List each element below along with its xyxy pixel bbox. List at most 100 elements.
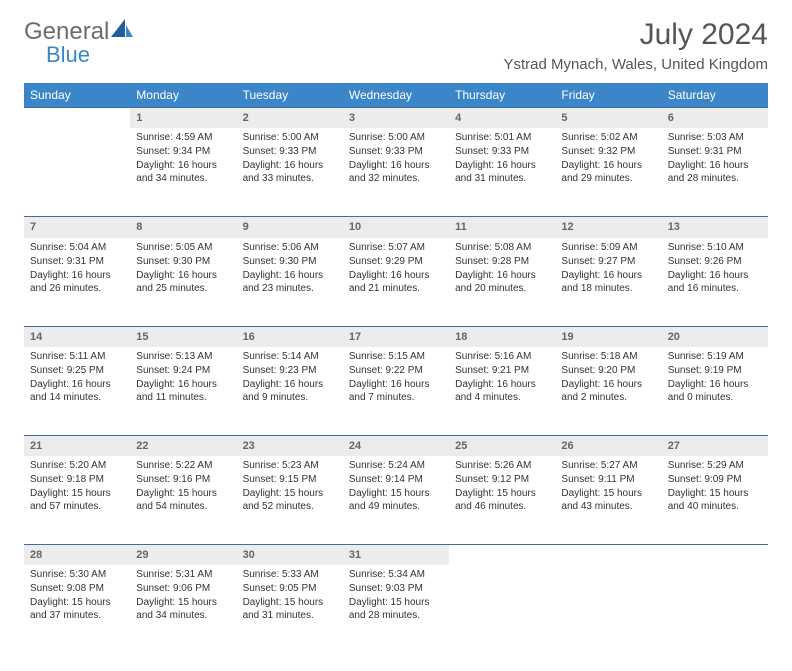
daynum-cell: 21 (24, 435, 130, 456)
sunset-text: Sunset: 9:33 PM (349, 145, 443, 158)
sunrise-text: Sunrise: 5:04 AM (30, 241, 124, 254)
day-number: 24 (343, 435, 449, 456)
title-block: July 2024 Ystrad Mynach, Wales, United K… (503, 18, 768, 73)
day-number: 15 (130, 326, 236, 347)
sunset-text: Sunset: 9:33 PM (455, 145, 549, 158)
sunset-text: Sunset: 9:20 PM (561, 364, 655, 377)
day-number: 23 (237, 435, 343, 456)
day-content: Sunrise: 5:03 AMSunset: 9:31 PMDaylight:… (662, 128, 768, 192)
daynum-cell: 29 (130, 544, 236, 565)
sunrise-text: Sunrise: 5:02 AM (561, 131, 655, 144)
sunrise-text: Sunrise: 5:09 AM (561, 241, 655, 254)
day-cell: Sunrise: 5:10 AMSunset: 9:26 PMDaylight:… (662, 238, 768, 326)
daylight-text: Daylight: 16 hours and 0 minutes. (668, 378, 762, 404)
day-cell: Sunrise: 5:26 AMSunset: 9:12 PMDaylight:… (449, 456, 555, 544)
day-number (24, 107, 130, 114)
sunrise-text: Sunrise: 5:01 AM (455, 131, 549, 144)
sunset-text: Sunset: 9:23 PM (243, 364, 337, 377)
day-cell: Sunrise: 5:05 AMSunset: 9:30 PMDaylight:… (130, 238, 236, 326)
daylight-text: Daylight: 15 hours and 46 minutes. (455, 487, 549, 513)
content-row: Sunrise: 5:04 AMSunset: 9:31 PM Daylight:… (24, 238, 768, 326)
daylight-text: Daylight: 16 hours and 14 minutes. (30, 378, 124, 404)
day-cell: Sunrise: 5:13 AMSunset: 9:24 PMDaylight:… (130, 347, 236, 435)
daylight-text: Daylight: 16 hours and 7 minutes. (349, 378, 443, 404)
daylight-text: Daylight: 16 hours and 20 minutes. (455, 269, 549, 295)
day-cell (662, 565, 768, 653)
day-content: Sunrise: 5:11 AMSunset: 9:25 PMDaylight:… (24, 347, 130, 411)
sunrise-text: Sunrise: 5:29 AM (668, 459, 762, 472)
daylight-text: Daylight: 15 hours and 34 minutes. (136, 596, 230, 622)
sunrise-text: Sunrise: 5:08 AM (455, 241, 549, 254)
daylight-text: Daylight: 16 hours and 16 minutes. (668, 269, 762, 295)
daylight-text: Daylight: 15 hours and 49 minutes. (349, 487, 443, 513)
col-wednesday: Wednesday (343, 83, 449, 107)
day-cell: Sunrise: 5:01 AMSunset: 9:33 PMDaylight:… (449, 128, 555, 216)
sunset-text: Sunset: 9:32 PM (561, 145, 655, 158)
sunrise-text: Sunrise: 5:27 AM (561, 459, 655, 472)
daynum-cell: 6 (662, 107, 768, 128)
daylight-text: Daylight: 16 hours and 11 minutes. (136, 378, 230, 404)
daynum-cell: 25 (449, 435, 555, 456)
day-content: Sunrise: 5:04 AMSunset: 9:31 PMDaylight:… (24, 238, 130, 302)
day-content: Sunrise: 5:26 AMSunset: 9:12 PMDaylight:… (449, 456, 555, 520)
header-row: Sunday Monday Tuesday Wednesday Thursday… (24, 83, 768, 107)
day-number: 11 (449, 216, 555, 237)
day-number: 30 (237, 544, 343, 565)
day-cell (24, 128, 130, 216)
daynum-cell: 14 (24, 326, 130, 347)
day-content: Sunrise: 5:19 AMSunset: 9:19 PMDaylight:… (662, 347, 768, 411)
sunrise-text: Sunrise: 4:59 AM (136, 131, 230, 144)
daylight-text: Daylight: 16 hours and 23 minutes. (243, 269, 337, 295)
day-content: Sunrise: 5:10 AMSunset: 9:26 PMDaylight:… (662, 238, 768, 302)
sunset-text: Sunset: 9:18 PM (30, 473, 124, 486)
daynum-cell: 5 (555, 107, 661, 128)
daynum-cell: 30 (237, 544, 343, 565)
daylight-text: Daylight: 16 hours and 28 minutes. (668, 159, 762, 185)
sunset-text: Sunset: 9:24 PM (136, 364, 230, 377)
sunrise-text: Sunrise: 5:30 AM (30, 568, 124, 581)
day-number: 28 (24, 544, 130, 565)
daylight-text: Daylight: 16 hours and 9 minutes. (243, 378, 337, 404)
day-content: Sunrise: 5:09 AMSunset: 9:27 PMDaylight:… (555, 238, 661, 302)
day-number: 14 (24, 326, 130, 347)
sunset-text: Sunset: 9:19 PM (668, 364, 762, 377)
day-cell: Sunrise: 5:23 AMSunset: 9:15 PMDaylight:… (237, 456, 343, 544)
day-content: Sunrise: 5:07 AMSunset: 9:29 PMDaylight:… (343, 238, 449, 302)
daynum-cell (662, 544, 768, 565)
day-number: 21 (24, 435, 130, 456)
day-cell: Sunrise: 5:22 AMSunset: 9:16 PMDaylight:… (130, 456, 236, 544)
sunrise-text: Sunrise: 5:31 AM (136, 568, 230, 581)
sunset-text: Sunset: 9:06 PM (136, 582, 230, 595)
sunrise-text: Sunrise: 5:16 AM (455, 350, 549, 363)
calendar-page: General Blue July 2024 Ystrad Mynach, Wa… (0, 0, 792, 671)
daylight-text: Daylight: 15 hours and 37 minutes. (30, 596, 124, 622)
sunrise-text: Sunrise: 5:10 AM (668, 241, 762, 254)
sunset-text: Sunset: 9:31 PM (30, 255, 124, 268)
sunset-text: Sunset: 9:09 PM (668, 473, 762, 486)
location-text: Ystrad Mynach, Wales, United Kingdom (503, 56, 768, 73)
content-row: Sunrise: 5:30 AMSunset: 9:08 PMDaylight:… (24, 565, 768, 653)
sunset-text: Sunset: 9:33 PM (243, 145, 337, 158)
day-content: Sunrise: 5:00 AMSunset: 9:33 PMDaylight:… (237, 128, 343, 192)
day-content: Sunrise: 5:29 AMSunset: 9:09 PMDaylight:… (662, 456, 768, 520)
day-content: Sunrise: 5:27 AMSunset: 9:11 PMDaylight:… (555, 456, 661, 520)
sunrise-text: Sunrise: 5:00 AM (243, 131, 337, 144)
day-number: 8 (130, 216, 236, 237)
sunrise-text: Sunrise: 5:34 AM (349, 568, 443, 581)
day-cell: Sunrise: 5:30 AMSunset: 9:08 PMDaylight:… (24, 565, 130, 653)
day-number (555, 544, 661, 551)
daynum-row: 123456 (24, 107, 768, 128)
daylight-text: Daylight: 15 hours and 57 minutes. (30, 487, 124, 513)
calendar-table: Sunday Monday Tuesday Wednesday Thursday… (24, 83, 768, 653)
sunset-text: Sunset: 9:26 PM (668, 255, 762, 268)
day-content: Sunrise: 5:33 AMSunset: 9:05 PMDaylight:… (237, 565, 343, 629)
day-content: Sunrise: 5:05 AMSunset: 9:30 PMDaylight:… (130, 238, 236, 302)
day-number: 16 (237, 326, 343, 347)
daylight-text: Daylight: 15 hours and 54 minutes. (136, 487, 230, 513)
day-cell: Sunrise: 5:34 AMSunset: 9:03 PMDaylight:… (343, 565, 449, 653)
daynum-cell (449, 544, 555, 565)
daynum-cell: 24 (343, 435, 449, 456)
day-number: 1 (130, 107, 236, 128)
daynum-cell: 7 (24, 216, 130, 237)
day-content: Sunrise: 4:59 AMSunset: 9:34 PMDaylight:… (130, 128, 236, 192)
